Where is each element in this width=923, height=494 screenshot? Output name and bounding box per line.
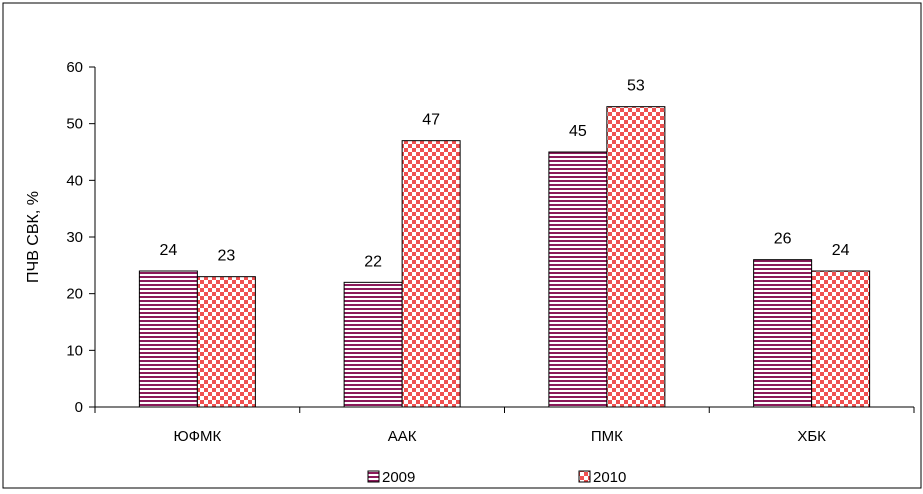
y-tick-label: 20 xyxy=(66,286,83,303)
legend-label: 2009 xyxy=(382,469,415,486)
x-tick-label: ААК xyxy=(388,428,417,445)
legend-label: 2010 xyxy=(593,469,626,486)
y-tick-label: 40 xyxy=(66,172,83,189)
bar-2010 xyxy=(811,270,871,408)
plot-area: 0 10 20 30 40 50 60 ЮФМК 24 23 ААК 22 47 ПМК 45 53 ХБК 26… xyxy=(66,59,915,445)
bar-2009 xyxy=(343,281,403,408)
bar-2010 xyxy=(401,140,461,408)
data-label: 53 xyxy=(627,78,645,95)
bar-2010 xyxy=(196,276,256,408)
bar-2010 xyxy=(606,106,666,408)
y-tick-label: 30 xyxy=(66,229,83,246)
x-tick-label: ХБК xyxy=(797,428,826,445)
legend: 2009 2010 xyxy=(367,469,626,486)
bar-2009 xyxy=(548,151,608,408)
legend-swatch-2010 xyxy=(578,470,591,483)
x-tick-label: ПМК xyxy=(591,428,623,445)
y-tick-label: 50 xyxy=(66,116,83,133)
data-label: 24 xyxy=(159,242,177,259)
data-label: 45 xyxy=(569,123,587,140)
data-label: 23 xyxy=(217,248,235,265)
y-tick-label: 60 xyxy=(66,59,83,76)
bar-2009 xyxy=(753,259,813,408)
bar-2009 xyxy=(138,270,198,408)
data-label: 47 xyxy=(422,112,440,129)
y-tick-label: 10 xyxy=(66,342,83,359)
legend-swatch-2009 xyxy=(367,470,380,483)
y-tick-label: 0 xyxy=(75,399,83,416)
x-tick-label: ЮФМК xyxy=(173,428,221,445)
data-label: 22 xyxy=(364,253,382,270)
data-label: 24 xyxy=(832,242,850,259)
y-axis-label: ПЧВ СВК, % xyxy=(25,191,42,283)
data-label: 26 xyxy=(774,231,792,248)
